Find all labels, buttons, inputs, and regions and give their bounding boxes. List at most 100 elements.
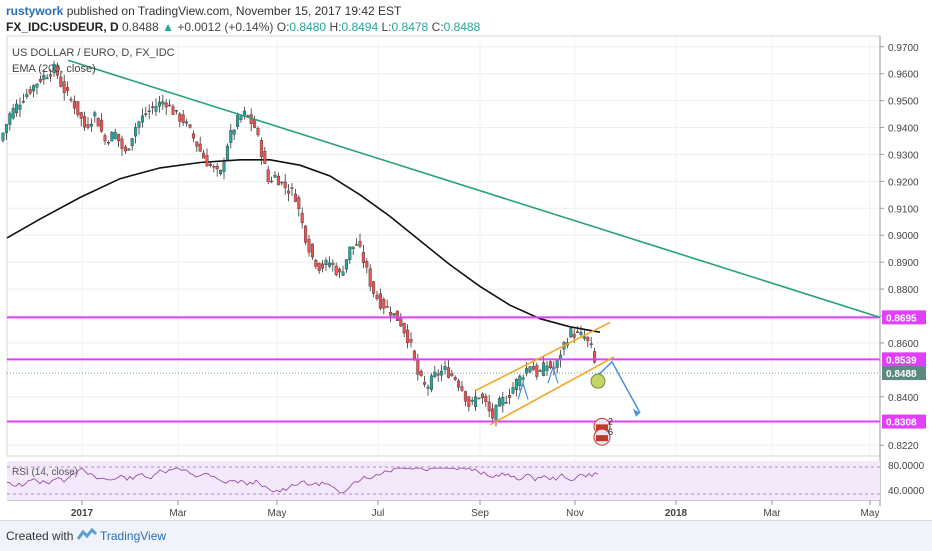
rsi-line xyxy=(6,467,599,494)
ohlc-low: L:0.8478 xyxy=(381,20,429,34)
candle-body xyxy=(378,293,382,309)
flag-stripe-icon xyxy=(596,424,608,431)
candle-body xyxy=(392,313,396,316)
candle-body xyxy=(120,138,124,149)
candle-body xyxy=(263,151,267,164)
event-badge-count: 6 xyxy=(608,427,613,437)
candle-body xyxy=(256,128,260,136)
chart-grid xyxy=(6,35,881,500)
candle-body xyxy=(69,98,73,101)
tradingview-link[interactable]: TradingView xyxy=(100,529,167,543)
candle-body xyxy=(49,74,53,77)
candle-body xyxy=(164,102,168,108)
candle-body xyxy=(8,113,12,125)
candle-body xyxy=(96,117,100,127)
candle-body xyxy=(130,138,134,147)
candle-body xyxy=(528,366,532,373)
candle-body xyxy=(86,124,90,128)
y-tick-label: 0.8220 xyxy=(888,441,919,452)
candle-body xyxy=(365,261,369,268)
candle-body xyxy=(416,358,420,375)
candle-body xyxy=(276,175,280,186)
candle-body xyxy=(586,336,590,341)
candle-body xyxy=(259,140,263,158)
plot-frame xyxy=(6,35,881,457)
candle-body xyxy=(531,366,535,371)
symbol-name: FX_IDC:USDEUR, D xyxy=(6,20,119,34)
candle-body xyxy=(181,114,185,123)
candle-body xyxy=(232,129,236,135)
candle-body xyxy=(474,396,478,407)
rsi-pane: RSI (14, close) xyxy=(6,461,880,500)
last-price-tag xyxy=(882,366,926,381)
candle-body xyxy=(202,152,206,159)
level-price-tag xyxy=(882,310,926,325)
candle-body xyxy=(307,238,311,253)
event-badge-count: 2 xyxy=(608,416,613,426)
arrow-head-icon xyxy=(633,408,640,417)
candle-body xyxy=(331,262,335,265)
rsi-background xyxy=(7,461,880,500)
candle-body xyxy=(389,312,393,316)
ohlc-close: C:0.8488 xyxy=(431,20,481,34)
y-tick-label: 0.8600 xyxy=(888,339,919,350)
candle-body xyxy=(518,375,522,386)
candle-body xyxy=(215,165,219,170)
candlestick-series xyxy=(1,60,597,427)
small-arrow-icon xyxy=(547,365,559,384)
candle-body xyxy=(222,162,226,172)
y-tick-label: 0.9000 xyxy=(888,231,919,242)
chart-drawings: 26 xyxy=(7,59,881,446)
publish-line: rustywork published on TradingView.com, … xyxy=(6,4,401,18)
candle-body xyxy=(59,76,63,87)
x-tick-label: Mar xyxy=(763,508,781,519)
candle-body xyxy=(491,408,495,419)
y-tick-label: 0.9600 xyxy=(888,70,919,81)
candle-body xyxy=(538,370,542,372)
candle-body xyxy=(52,63,56,74)
rsi-tick-label: 40.0000 xyxy=(888,486,925,497)
y-tick-label: 0.8400 xyxy=(888,393,919,404)
author-link[interactable]: rustywork xyxy=(6,4,64,18)
candle-body xyxy=(344,259,348,270)
candle-body xyxy=(83,116,87,128)
candle-body xyxy=(508,394,512,398)
x-tick-label: Jul xyxy=(372,508,385,519)
price-chart[interactable]: 26 0.97000.96000.95000.94000.93000.92000… xyxy=(0,34,932,520)
candle-body xyxy=(171,106,175,115)
rsi-legend: RSI (14, close) xyxy=(12,467,78,478)
y-tick-label: 0.9700 xyxy=(888,43,919,54)
candle-body xyxy=(205,155,209,167)
candle-body xyxy=(542,362,546,376)
candle-body xyxy=(66,87,70,91)
level-price-tag xyxy=(882,414,926,429)
candle-body xyxy=(593,351,597,363)
candle-body xyxy=(188,124,192,128)
candle-body xyxy=(511,387,515,394)
candle-body xyxy=(127,148,131,151)
candle-body xyxy=(273,174,277,178)
candle-body xyxy=(225,145,229,160)
channel-line xyxy=(474,321,611,392)
candle-body xyxy=(310,243,314,258)
candle-body xyxy=(579,331,583,335)
candle-body xyxy=(72,100,76,109)
candle-body xyxy=(283,181,287,188)
y-tick-label: 0.8800 xyxy=(888,285,919,296)
x-tick-label: 2017 xyxy=(71,508,94,519)
symbol-line: FX_IDC:USDEUR, D 0.8488 ▲ +0.0012 (+0.14… xyxy=(6,20,480,34)
ema-line xyxy=(6,159,601,333)
candle-body xyxy=(100,119,104,132)
candle-body xyxy=(154,105,158,112)
candle-body xyxy=(423,382,427,385)
level-price-tag xyxy=(882,352,926,367)
candle-body xyxy=(103,135,107,142)
candle-body xyxy=(514,378,518,391)
candle-body xyxy=(1,132,5,141)
y-tick-label: 0.9400 xyxy=(888,124,919,135)
candle-body xyxy=(35,83,39,88)
last-price: 0.8488 xyxy=(122,20,159,34)
candle-body xyxy=(140,115,144,123)
level-price-label: 0.8308 xyxy=(886,418,917,429)
candle-body xyxy=(161,101,165,105)
